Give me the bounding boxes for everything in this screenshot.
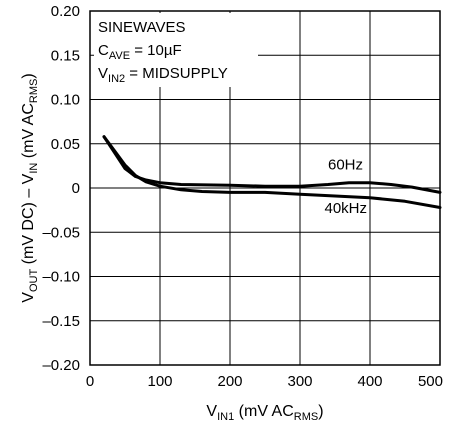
x-tick-label: 400 [357, 373, 382, 390]
annotation-box [94, 13, 258, 87]
series-label-40khz: 40kHz [325, 200, 368, 217]
y-tick-label: –0.05 [42, 224, 80, 241]
series-line-60hz [102, 135, 442, 194]
y-tick-label: 0.20 [51, 3, 80, 20]
x-tick-label: 0 [86, 373, 94, 390]
series-line-40khz [102, 135, 442, 209]
y-tick-label: 0.10 [51, 92, 80, 109]
y-tick-label: –0.15 [42, 313, 80, 330]
y-tick-label: –0.20 [42, 357, 80, 374]
y-tick-label: –0.10 [42, 269, 80, 286]
x-tick-label: 500 [418, 373, 443, 390]
x-tick-label: 100 [147, 373, 172, 390]
y-tick-label: 0.15 [51, 47, 80, 64]
x-tick-label: 300 [287, 373, 312, 390]
x-axis-label: VIN1 (mV ACRMS) [206, 403, 323, 423]
x-tick-label: 200 [217, 373, 242, 390]
series-lines [102, 135, 442, 209]
series-label-60hz: 60Hz [328, 156, 363, 173]
annotation-line-1: SINEWAVES [98, 19, 186, 36]
annotation-line-2: CAVE = 10µF [98, 42, 182, 62]
plot-frame [89, 10, 441, 366]
annotation-line-3: VIN2 = MIDSUPPLY [98, 65, 228, 85]
y-tick-label: 0.05 [51, 136, 80, 153]
tick-labels: 0 100 200 300 400 500 0.20 0.15 0.10 0.05 0 –0.05 –0… [42, 3, 443, 390]
y-axis-label: VOUT (mV DC) – VIN (mV ACRMS) [20, 73, 40, 302]
series-labels: 60Hz 40kHz [325, 156, 368, 216]
y-tick-label: 0 [72, 180, 80, 197]
